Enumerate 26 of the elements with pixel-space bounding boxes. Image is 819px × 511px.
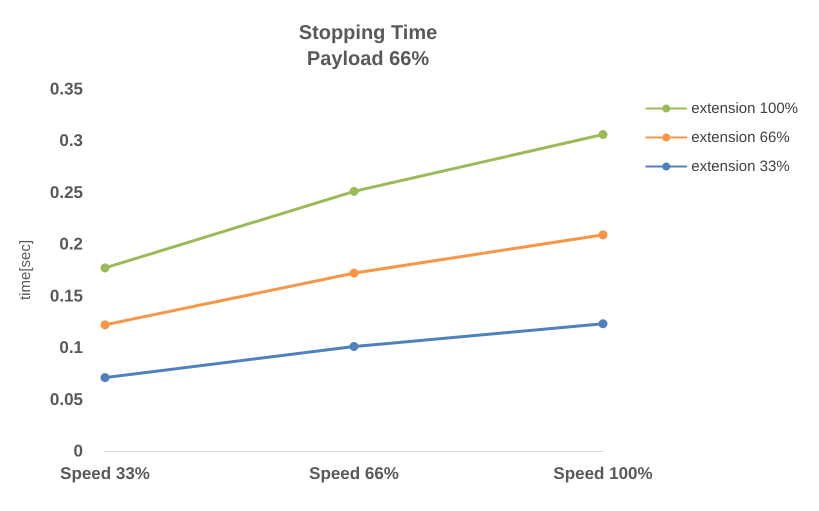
x-tick-label: Speed 33% — [60, 464, 150, 483]
y-tick-label: 0.25 — [50, 182, 83, 202]
y-tick-label: 0.35 — [50, 80, 83, 98]
point — [350, 186, 358, 196]
y-tick-label: 0 — [74, 442, 83, 460]
point — [598, 319, 608, 328]
y-tick-label: 0.15 — [50, 286, 83, 306]
y-tick-label: 0.3 — [59, 131, 83, 150]
point — [350, 268, 358, 278]
legend-label: extension 100% — [691, 100, 798, 117]
point — [100, 373, 110, 382]
legend-label: extension 66% — [691, 129, 790, 146]
x-tick-label: Speed 66% — [309, 464, 399, 483]
point — [350, 342, 358, 352]
y-tick-label: 0.1 — [59, 338, 83, 358]
point — [100, 263, 110, 272]
chart-subtitle: Payload 66% — [306, 48, 430, 70]
y-axis-title: time[sec] — [17, 240, 34, 300]
point — [598, 130, 608, 140]
chart-title: Stopping Time — [298, 22, 438, 44]
legend-label: extension 33% — [691, 158, 790, 175]
y-tick-label: 0.2 — [59, 234, 83, 254]
y-tick-label: 0.05 — [50, 390, 83, 409]
point — [598, 230, 608, 240]
point — [100, 320, 110, 330]
x-tick-label: Speed 100% — [553, 464, 653, 483]
